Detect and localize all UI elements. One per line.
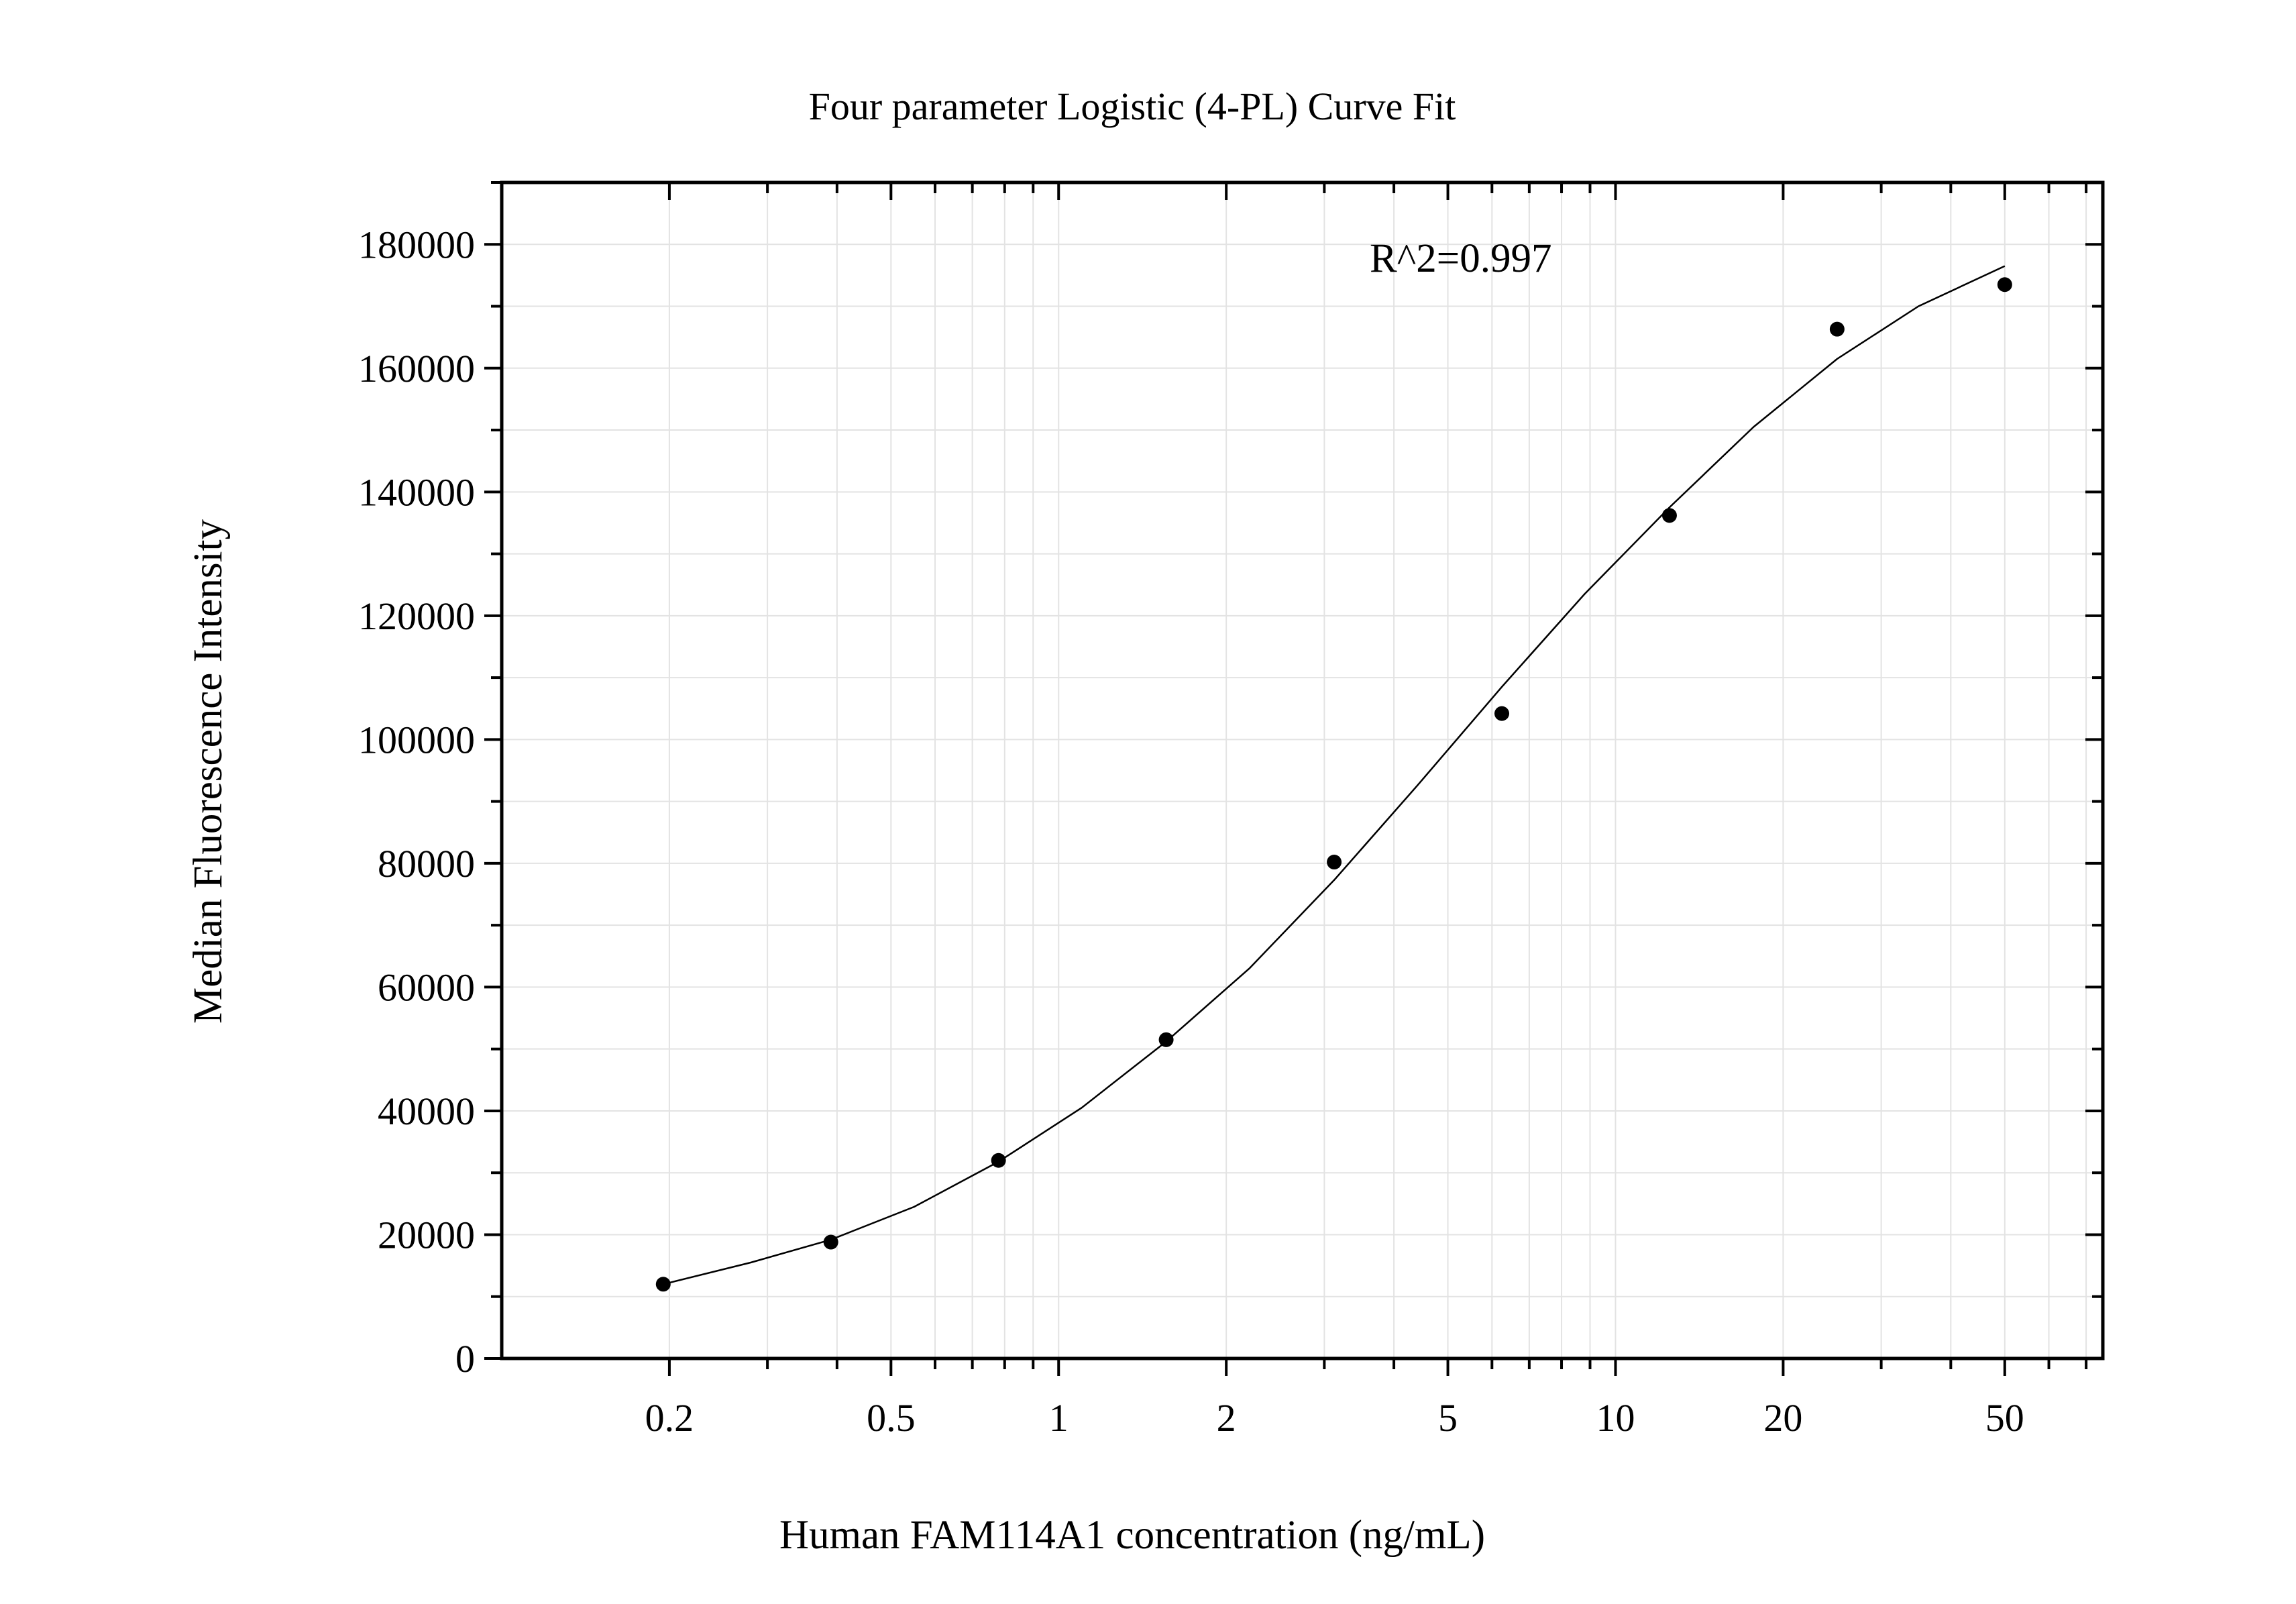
y-tick-label: 80000 — [378, 842, 475, 886]
data-points — [655, 277, 2012, 1292]
gridlines — [502, 182, 2103, 1358]
data-point — [1997, 277, 2012, 292]
fit-curve-layer — [663, 265, 2006, 1285]
data-point — [1661, 508, 1677, 523]
y-tick-label: 60000 — [378, 965, 475, 1009]
x-axis-label: Human FAM114A1 concentration (ng/mL) — [779, 1513, 1485, 1558]
y-tick-label: 0 — [455, 1337, 475, 1381]
axes — [484, 180, 2105, 1376]
plot-frame — [500, 180, 2105, 1360]
y-tick-label: 40000 — [378, 1089, 475, 1133]
x-tick-label: 0.5 — [867, 1396, 916, 1440]
data-point — [991, 1153, 1006, 1168]
data-point — [1829, 321, 1845, 337]
y-tick-label: 120000 — [358, 594, 475, 638]
data-point — [1158, 1032, 1174, 1047]
y-tick-label: 160000 — [358, 347, 475, 390]
x-tick-label: 2 — [1217, 1396, 1236, 1440]
y-axis-label: Median Fluorescence Intensity — [186, 519, 231, 1024]
chart-title: Four parameter Logistic (4-PL) Curve Fit — [809, 85, 1456, 128]
x-tick-label: 5 — [1438, 1396, 1458, 1440]
x-tick-label: 50 — [1985, 1396, 2024, 1440]
fit-curve — [663, 265, 2006, 1285]
y-tick-label: 100000 — [358, 718, 475, 761]
data-point — [655, 1277, 671, 1292]
data-point — [1327, 855, 1342, 870]
x-tick-label: 1 — [1049, 1396, 1069, 1440]
y-tick-label: 20000 — [378, 1213, 475, 1257]
x-tick-label: 0.2 — [645, 1396, 694, 1440]
x-tick-label: 10 — [1596, 1396, 1635, 1440]
x-tick-label: 20 — [1763, 1396, 1802, 1440]
y-tick-label: 140000 — [358, 470, 475, 514]
data-point — [1494, 706, 1510, 721]
data-point — [823, 1234, 838, 1250]
tick-labels: 0.2 0.5 1 2 5 10 20 50 0 20000 40000 60000 80000 1000… — [358, 223, 2024, 1440]
r-squared-annotation: R^2=0.997 — [1370, 236, 1551, 281]
y-tick-label: 180000 — [358, 223, 475, 266]
